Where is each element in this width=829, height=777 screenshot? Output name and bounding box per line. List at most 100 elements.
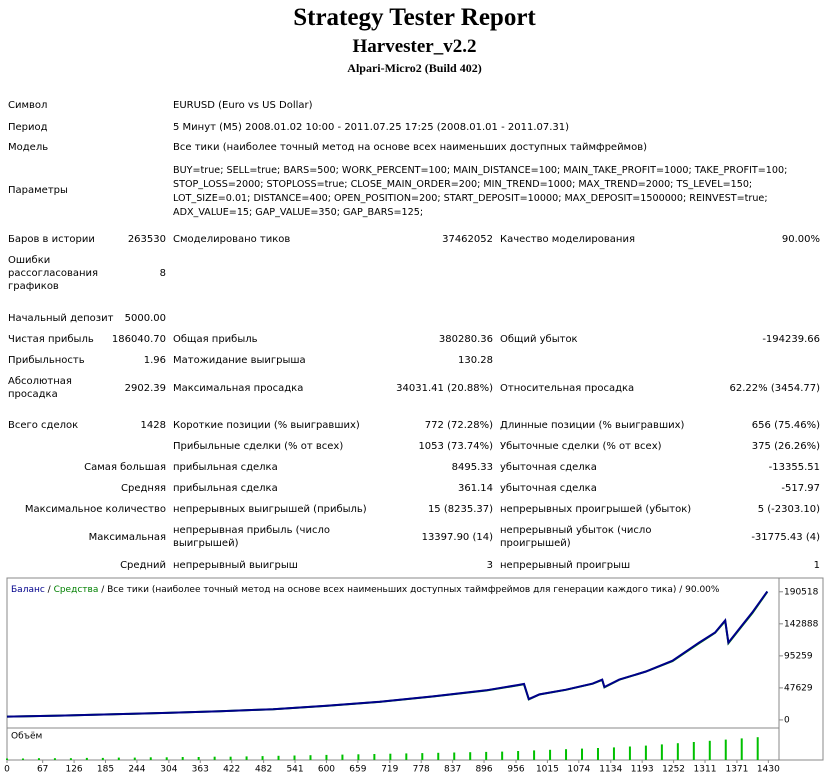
stat-value: 34031.41 (20.88%) [396, 382, 493, 394]
stat-value: 1053 (73.74%) [418, 440, 493, 452]
stat-value: 3 [486, 559, 493, 571]
stat-label: Чистая прибыль [8, 333, 94, 345]
x-tick-label: 1193 [631, 765, 654, 775]
stat-label: Максимальное количество [24, 503, 166, 515]
x-tick-label: 1252 [662, 765, 685, 775]
stat-value: 263530 [127, 233, 166, 245]
stat-value: -31775.43 (4) [751, 531, 820, 543]
stat-label: прибыльная сделка [173, 461, 278, 473]
stat-label: прибыльная сделка [173, 482, 278, 494]
stat-value: 1428 [140, 419, 166, 431]
volume-bar [628, 746, 631, 760]
x-tick-label: 1134 [599, 765, 622, 775]
volume-bar [660, 744, 663, 760]
stat-label: Общая прибыль [173, 333, 258, 345]
info-label: Модель [8, 141, 49, 153]
x-tick-label: 896 [475, 765, 492, 775]
volume-bar [740, 738, 743, 760]
volume-bar [293, 755, 296, 760]
stat-label: Абсолютная просадка [8, 376, 72, 400]
y-tick-label: 190518 [784, 587, 819, 597]
volume-bar [229, 756, 232, 760]
sep: / [45, 585, 54, 595]
stat-label: Качество моделирования [500, 233, 635, 245]
stat-value: 62.22% (3454.77) [729, 382, 820, 394]
volume-bar [341, 754, 344, 760]
volume-bar [21, 758, 24, 760]
stat-label: Смоделировано тиков [173, 233, 291, 245]
volume-bar [517, 751, 520, 760]
stat-value: 380280.36 [438, 333, 493, 345]
x-tick-label: 304 [160, 765, 177, 775]
volume-bar [756, 737, 759, 760]
volume-bar [644, 745, 647, 760]
stat-value: 5 (-2303.10) [757, 503, 820, 515]
volume-bar [437, 752, 440, 760]
stat-label: Средний [120, 559, 166, 571]
x-tick-label: 67 [37, 765, 48, 775]
x-tick-label: 185 [97, 765, 114, 775]
x-tick-label: 1430 [757, 765, 780, 775]
volume-label: Объём [11, 732, 42, 742]
stat-label: Всего сделок [8, 419, 79, 431]
stat-label: Короткие позиции (% выигравших) [173, 419, 360, 431]
stat-label: непрерывный выигрыш [173, 559, 298, 571]
stat-label: Начальный депозит [8, 312, 114, 324]
volume-bar [277, 755, 280, 760]
volume-bar [165, 757, 168, 760]
volume-bar [213, 756, 216, 760]
stat-value: 656 (75.46%) [751, 419, 820, 431]
stat-label: убыточная сделка [500, 482, 597, 494]
stat-value: 8 [159, 267, 166, 279]
stat-value: -194239.66 [762, 333, 820, 345]
legend-equity: Средства [54, 585, 99, 595]
volume-bar [596, 748, 599, 760]
chart-header: Баланс / Средства / Все тики (наиболее т… [11, 585, 720, 595]
volume-bar [676, 743, 679, 760]
stat-value: 130.28 [458, 354, 493, 366]
volume-bar [149, 757, 152, 760]
stat-value: 8495.33 [451, 461, 493, 473]
volume-bar [565, 749, 568, 760]
x-tick-label: 422 [223, 765, 240, 775]
stat-label: Баров в истории [8, 233, 95, 245]
stat-value: 5000.00 [124, 312, 166, 324]
stat-label: Прибыльные сделки (% от всех) [173, 440, 344, 452]
volume-bar [37, 758, 40, 760]
volume-bar [117, 757, 120, 760]
param-line: BUY=true; SELL=true; BARS=500; WORK_PERC… [173, 164, 788, 176]
stat-label: Самая большая [84, 461, 166, 473]
stat-value: 37462052 [442, 233, 493, 245]
param-line: STOP_LOSS=2000; STOPLOSS=true; CLOSE_MAI… [173, 178, 753, 190]
stat-value: 186040.70 [111, 333, 166, 345]
report-title: Strategy Tester Report [293, 4, 536, 31]
x-tick-label: 541 [286, 765, 303, 775]
x-tick-label: 778 [413, 765, 430, 775]
stat-label: Максимальная просадка [173, 382, 304, 394]
stat-label: непрерывных выигрышей (прибыль) [173, 503, 367, 515]
param-label: Параметры [8, 184, 68, 196]
param-line: LOT_SIZE=0.01; DISTANCE=400; OPEN_POSITI… [173, 192, 768, 204]
volume-bar [85, 757, 88, 760]
model-note: Все тики (наиболее точный метод на основ… [107, 585, 676, 595]
info-label: Период [8, 121, 48, 133]
stat-label: Прибыльность [8, 354, 85, 366]
stat-label: Средняя [121, 482, 166, 494]
volume-bar [101, 757, 104, 760]
stat-value: 375 (26.26%) [751, 440, 820, 452]
param-line: ADX_VALUE=15; GAP_VALUE=350; GAP_BARS=12… [173, 206, 424, 218]
volume-bar [549, 749, 552, 760]
info-label: Символ [8, 99, 48, 111]
stat-label: Общий убыток [500, 333, 578, 345]
stat-value: -517.97 [781, 482, 820, 494]
volume-bar [197, 757, 200, 760]
y-tick-label: 95259 [784, 651, 813, 661]
quality: 90.00% [685, 585, 720, 595]
stat-value: 15 (8235.37) [427, 503, 493, 515]
sep: / [676, 585, 685, 595]
stat-value: 90.00% [781, 233, 820, 245]
volume-bar [373, 754, 376, 760]
stat-value: 361.14 [458, 482, 493, 494]
stat-label: Длинные позиции (% выигравших) [500, 419, 685, 431]
stat-label: непрерывный убыток (число проигрышей) [500, 525, 652, 549]
